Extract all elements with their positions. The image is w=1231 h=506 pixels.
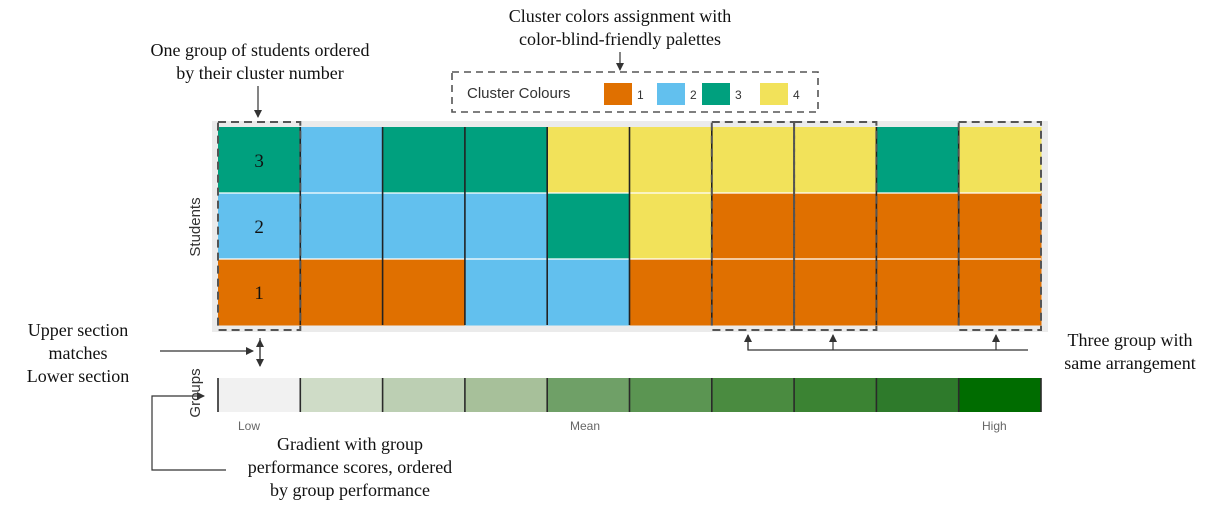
legend-swatch-1 bbox=[604, 83, 632, 105]
heatmap-cell-c4-r3 bbox=[464, 259, 548, 326]
heatmap-cell-c5-r1 bbox=[547, 127, 630, 194]
left-mid-annotation-line-2: matches bbox=[49, 343, 108, 363]
heatmap-cell-c9-r1 bbox=[876, 127, 960, 194]
heatmap-cell-c10-r3 bbox=[958, 259, 1042, 326]
heatmap-cell-c1-r3 bbox=[218, 259, 301, 326]
highlight-dashed-box-col-10 bbox=[957, 121, 1043, 331]
heatmap-cell-c7-r3 bbox=[711, 259, 795, 326]
legend-label-1: 1 bbox=[637, 88, 644, 102]
legend-dashed-box bbox=[451, 71, 819, 113]
left-top-annotation-line-2: by their cluster number bbox=[176, 63, 343, 83]
heatmap-cell-c8-r2 bbox=[794, 193, 877, 260]
legend-label-3: 3 bbox=[735, 88, 742, 102]
heatmap-cell-c3-r3 bbox=[382, 259, 466, 326]
groups-gradient-cell-4 bbox=[464, 378, 548, 412]
heatmap-cell-c3-r2 bbox=[382, 193, 466, 260]
heatmap-cell-c1-r1 bbox=[218, 127, 301, 194]
students-axis-label: Students bbox=[187, 197, 204, 256]
legend-swatch-2 bbox=[657, 83, 685, 105]
left-mid-annotation-line-1: Upper section bbox=[28, 320, 128, 340]
groups-gradient-cell-1 bbox=[218, 378, 301, 412]
heatmap-cells bbox=[218, 127, 1042, 326]
groups-gradient-cell-2 bbox=[300, 378, 384, 412]
right-annotation-line-2: same arrangement bbox=[1064, 353, 1195, 373]
heatmap-cell-c6-r3 bbox=[629, 259, 713, 326]
heatmap-cell-c8-r3 bbox=[794, 259, 877, 326]
heatmap-row-label-1: 1 bbox=[254, 283, 264, 304]
heatmap-row-label-3: 3 bbox=[254, 151, 264, 172]
heatmap-cell-c8-r1 bbox=[794, 127, 877, 194]
heatmap-row-label-2: 2 bbox=[254, 217, 264, 238]
groups-gradient-cell-10 bbox=[958, 378, 1042, 412]
groups-axis-label: Groups bbox=[187, 368, 204, 417]
highlight-dashed-boxes bbox=[217, 121, 1043, 331]
groups-tick-high: High bbox=[982, 419, 1007, 433]
heatmap-cell-c5-r2 bbox=[547, 193, 630, 260]
heatmap-cell-c6-r2 bbox=[629, 193, 713, 260]
heatmap-cell-c10-r2 bbox=[958, 193, 1042, 260]
highlight-dashed-box-col-8 bbox=[793, 121, 878, 331]
groups-gradient-cell-8 bbox=[794, 378, 877, 412]
groups-tick-mean: Mean bbox=[570, 419, 600, 433]
bottom-annotation-line-1: Gradient with group bbox=[277, 434, 423, 454]
heatmap-cell-c3-r1 bbox=[382, 127, 466, 194]
heatmap-cell-c4-r2 bbox=[464, 193, 548, 260]
top-annotation-line-2: color-blind-friendly palettes bbox=[519, 29, 721, 49]
heatmap-cell-c9-r3 bbox=[876, 259, 960, 326]
groups-gradient-cell-6 bbox=[629, 378, 713, 412]
legend-label-4: 4 bbox=[793, 88, 800, 102]
groups-gradient-cell-7 bbox=[711, 378, 795, 412]
bottom-annotation-bracket-arrow bbox=[151, 392, 226, 471]
bottom-annotation-line-3: by group performance bbox=[270, 480, 430, 500]
right-annotation-line-1: Three group with bbox=[1068, 330, 1193, 350]
legend-swatch-4 bbox=[760, 83, 788, 105]
left-mid-annotation-line-3: Lower section bbox=[27, 366, 129, 386]
heatmap-cell-c9-r2 bbox=[876, 193, 960, 260]
heatmap-cell-c4-r1 bbox=[464, 127, 548, 194]
cluster-legend: Cluster Colours 1 2 3 4 bbox=[451, 71, 819, 113]
highlight-dashed-box-col-7 bbox=[710, 121, 796, 331]
heatmap-cell-c7-r2 bbox=[711, 193, 795, 260]
legend-label-2: 2 bbox=[690, 88, 697, 102]
heatmap-cell-c5-r3 bbox=[547, 259, 630, 326]
heatmap-cell-c1-r2 bbox=[218, 193, 301, 260]
legend-swatch-3 bbox=[702, 83, 730, 105]
highlight-dashed-box-col-1 bbox=[217, 121, 302, 331]
heatmap-cell-c10-r1 bbox=[958, 127, 1042, 194]
legend-items: 1 2 3 4 bbox=[604, 83, 800, 105]
bottom-annotation-line-2: performance scores, ordered bbox=[248, 457, 452, 477]
top-annotation-line-1: Cluster colors assignment with bbox=[509, 6, 731, 26]
groups-gradient-cell-3 bbox=[382, 378, 466, 412]
legend-title: Cluster Colours bbox=[467, 85, 570, 102]
groups-gradient-cell-5 bbox=[547, 378, 630, 412]
three-group-bracket bbox=[747, 335, 1028, 351]
heatmap-cell-c2-r3 bbox=[300, 259, 384, 326]
heatmap-cell-c2-r2 bbox=[300, 193, 384, 260]
heatmap-cell-c6-r1 bbox=[629, 127, 713, 194]
groups-gradient-bar bbox=[217, 378, 1042, 412]
heatmap-cell-c2-r1 bbox=[300, 127, 384, 194]
left-top-annotation-line-1: One group of students ordered bbox=[151, 40, 370, 60]
heatmap-row-labels: 3 2 1 bbox=[254, 151, 264, 304]
groups-gradient-cell-9 bbox=[876, 378, 960, 412]
heatmap-cell-c7-r1 bbox=[711, 127, 795, 194]
groups-tick-low: Low bbox=[238, 419, 260, 433]
